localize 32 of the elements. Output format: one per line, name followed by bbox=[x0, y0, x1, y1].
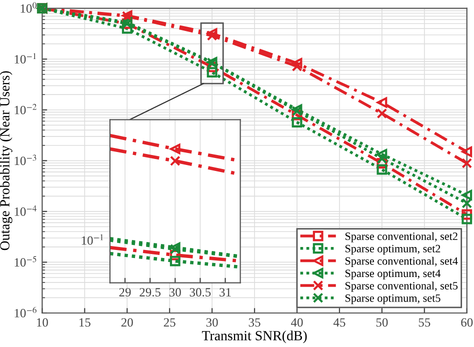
y-tick-label: 10$^{0}$ bbox=[20, 2, 37, 13]
x-tick-label: 29 bbox=[119, 288, 131, 296]
x-tick-label: 50 bbox=[376, 318, 388, 327]
legend-label: Sparse optimum, set5 bbox=[346, 294, 440, 304]
legend-label: Sparse conventional, set4 bbox=[346, 256, 458, 268]
x-tick-label: 25 bbox=[164, 318, 176, 327]
annotation: 10$^{−1}$ bbox=[82, 234, 103, 245]
x-tick-label: 20 bbox=[121, 318, 133, 327]
legend-label: Sparse optimum, set4 bbox=[346, 270, 441, 280]
y-tick-label: 10$^{−5}$ bbox=[14, 256, 36, 267]
y-tick-label: 10$^{−1}$ bbox=[14, 53, 36, 64]
y-tick-label: 10$^{−3}$ bbox=[14, 154, 36, 166]
x-tick-label: 30 bbox=[169, 288, 181, 296]
x-tick-label: 60 bbox=[461, 318, 473, 327]
x-tick-label: 45 bbox=[333, 318, 346, 327]
x-tick-label: 40 bbox=[291, 318, 303, 327]
x-tick-label: 30.5 bbox=[190, 288, 211, 297]
legend-label: Sparse conventional, set2 bbox=[346, 232, 458, 242]
x-tick-label: 10 bbox=[37, 318, 48, 327]
x-tick-label: 15 bbox=[80, 318, 90, 327]
y-axis-title: Outage Probability (Near Users) bbox=[0, 71, 12, 250]
x-tick-label: 55 bbox=[418, 318, 430, 327]
x-tick-label: 31 bbox=[220, 288, 231, 296]
y-tick-label: 10$^{−2}$ bbox=[14, 104, 37, 114]
x-tick-label: 29.5 bbox=[140, 288, 161, 297]
legend-label: Sparse conventional, set5 bbox=[346, 282, 458, 292]
x-tick-label: 30 bbox=[206, 318, 218, 327]
x-axis-title: Transmit SNR(dB) bbox=[202, 330, 307, 344]
x-tick-label: 35 bbox=[248, 318, 260, 327]
y-tick-label: 10$^{−4}$ bbox=[14, 205, 37, 216]
y-tick-label: 10$^{−6}$ bbox=[14, 306, 36, 318]
legend-label: Sparse optimum, set2 bbox=[346, 244, 440, 255]
